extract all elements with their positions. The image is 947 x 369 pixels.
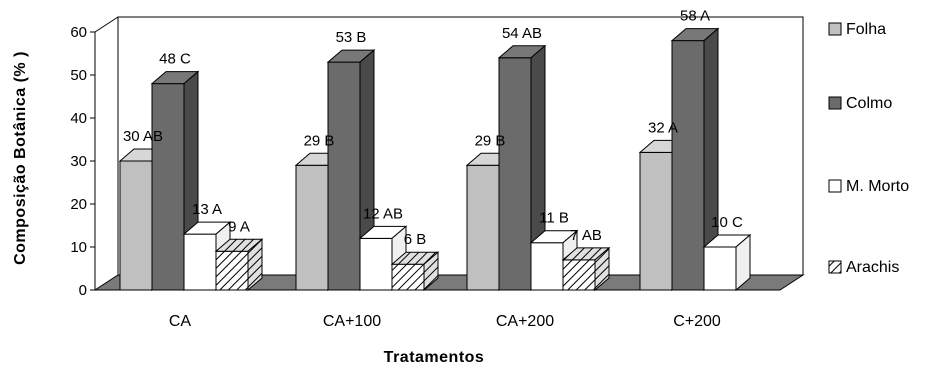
legend-label: Colmo <box>846 95 892 112</box>
legend-label: Arachis <box>846 259 899 276</box>
bar-front <box>119 160 153 291</box>
wall-border <box>117 16 804 275</box>
bar-front <box>183 233 217 291</box>
data-label: 11 B <box>539 210 569 227</box>
y-tick-label: 0 <box>79 282 87 299</box>
y-tick-label: 10 <box>70 239 87 256</box>
data-label: 6 B <box>404 231 427 248</box>
bars <box>118 27 752 292</box>
x-axis: CA CA+100 CA+200 C+200 <box>169 313 721 330</box>
legend: Folha Colmo M. Morto Arachis <box>828 21 909 276</box>
x-tick-label: CA+200 <box>496 313 554 330</box>
bar-front <box>151 83 185 291</box>
bar-front <box>703 246 737 291</box>
legend-swatch <box>828 96 842 110</box>
data-label: 54 AB <box>502 25 542 42</box>
legend-label: Folha <box>846 21 886 38</box>
bar-side <box>594 246 610 292</box>
y-tick-label: 50 <box>70 67 87 84</box>
data-label: 30 AB <box>123 128 163 145</box>
x-axis-title: Tratamentos <box>384 349 485 366</box>
bar-arachis-ca-200 <box>561 246 611 292</box>
y-tick-label: 40 <box>70 110 87 127</box>
data-label: 10 C <box>711 214 743 231</box>
data-label: 29 B <box>304 132 335 149</box>
bar-side <box>423 251 439 292</box>
bar-arachis-ca <box>214 238 264 292</box>
bar-arachis-ca-100 <box>390 251 440 292</box>
plot-area <box>93 16 805 291</box>
legend-swatch <box>828 179 842 193</box>
data-label: 7 AB <box>570 227 602 244</box>
data-label: 13 A <box>192 201 222 218</box>
bar-front <box>671 40 705 291</box>
bar-front <box>359 237 393 291</box>
bar-front <box>498 57 532 291</box>
data-label: 9 A <box>228 218 250 235</box>
bar-front <box>215 250 249 291</box>
bar-front <box>327 61 361 291</box>
data-labels: 30 AB 48 C 13 A 9 A 29 B 53 B 12 AB6 B 29 B 54 A… <box>123 8 743 249</box>
bar-front <box>639 151 673 291</box>
legend-label: M. Morto <box>846 178 909 195</box>
data-label: 12 AB <box>363 205 403 222</box>
legend-swatch <box>828 260 842 274</box>
x-tick-label: CA <box>169 313 192 330</box>
bar-front <box>391 263 425 291</box>
data-label: 32 A <box>648 119 678 136</box>
bar-colmo-ca-200 <box>497 44 547 292</box>
bar-front <box>466 164 500 291</box>
back-wall <box>95 17 803 290</box>
y-axis-title: Composição Botânica (% ) <box>12 51 29 265</box>
bar-front <box>530 242 564 291</box>
y-axis-top-edge <box>94 16 119 33</box>
data-label: 48 C <box>159 51 191 68</box>
bar-colmo-c-200 <box>670 27 720 292</box>
data-label: 58 A <box>680 8 710 25</box>
bar-side <box>735 233 751 292</box>
y-axis: 0 10 20 30 40 50 60 <box>70 16 119 299</box>
bar-front <box>295 164 329 291</box>
x-tick-label: CA+100 <box>323 313 381 330</box>
legend-swatch <box>828 22 842 36</box>
y-tick-label: 20 <box>70 196 87 213</box>
data-label: 29 B <box>475 132 506 149</box>
bar-front <box>562 259 596 291</box>
y-tick-label: 60 <box>70 24 87 41</box>
x-tick-label: C+200 <box>673 313 721 330</box>
data-label: 53 B <box>336 29 367 46</box>
bar-side <box>247 238 263 292</box>
y-tick-label: 30 <box>70 153 87 170</box>
bar-m-morto-c-200 <box>702 233 752 292</box>
